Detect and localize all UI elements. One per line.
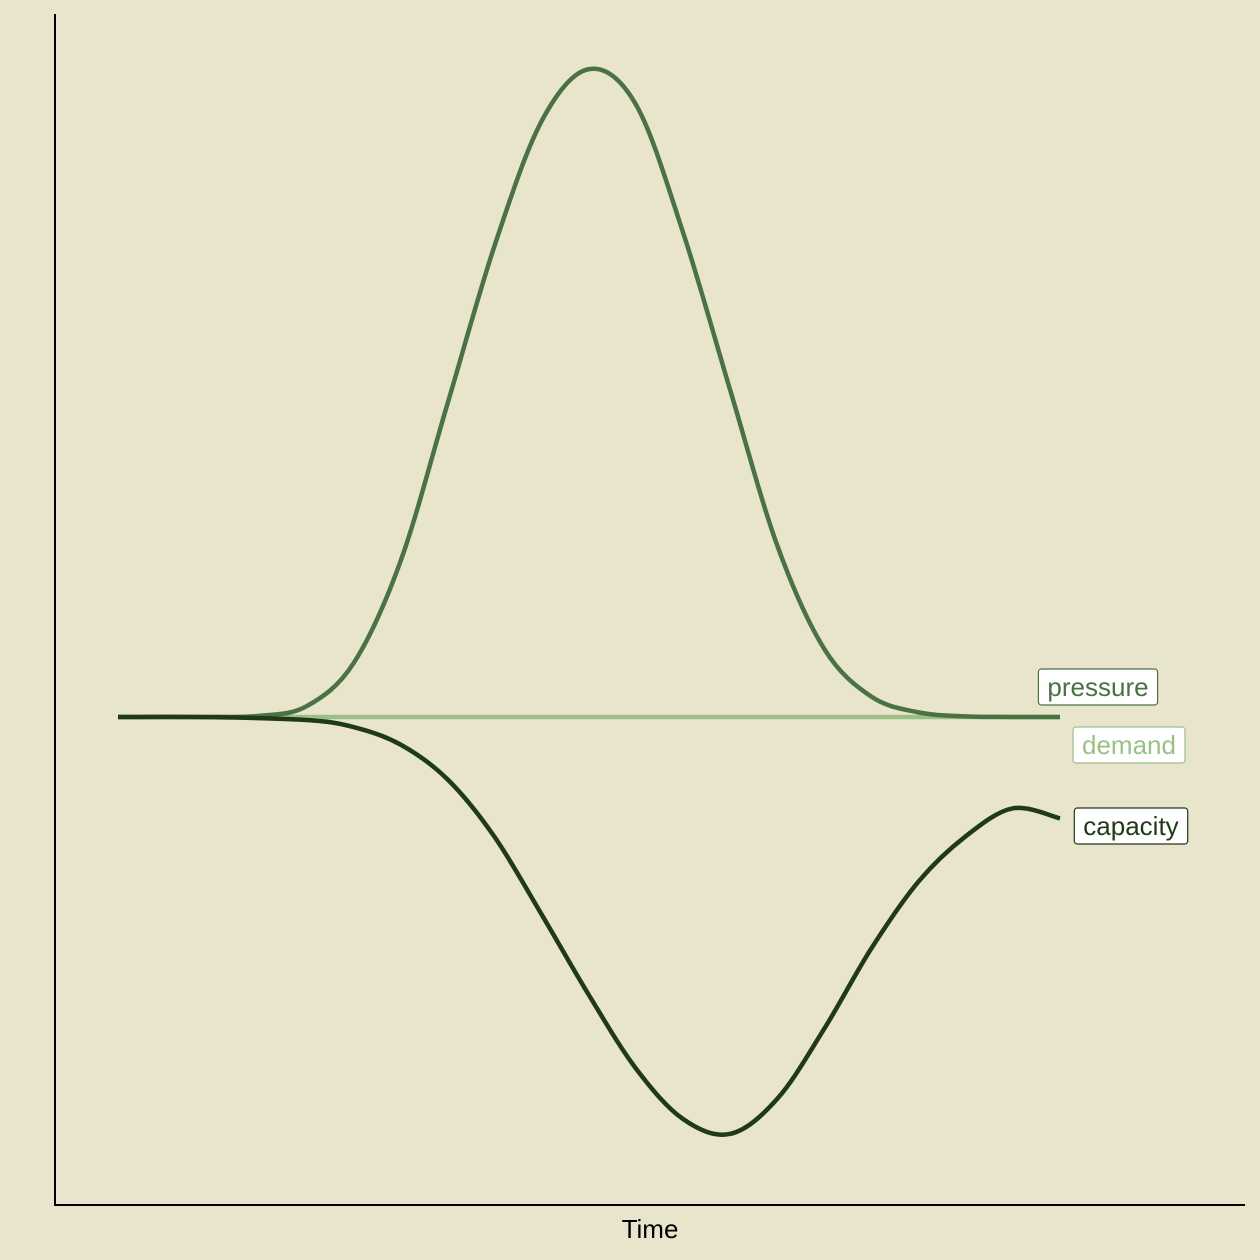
line-label-text-demand: demand	[1082, 730, 1176, 760]
line-label-pressure: pressure	[1037, 668, 1159, 706]
x-axis-title: Time	[622, 1214, 679, 1244]
series-line-capacity	[117, 714, 1061, 1137]
line-label-box-pressure	[1037, 668, 1159, 706]
line-label-demand: demand	[1072, 726, 1186, 764]
line-label-text-pressure: pressure	[1047, 672, 1148, 702]
series-line-pressure	[117, 66, 1061, 720]
series-layer	[117, 66, 1061, 1137]
line-label-text-capacity: capacity	[1083, 811, 1178, 841]
label-layer: pressure demand capacity	[1037, 668, 1189, 845]
line-label-box-demand	[1072, 726, 1186, 764]
line-label-box-capacity	[1073, 807, 1189, 845]
line-label-capacity: capacity	[1073, 807, 1189, 845]
